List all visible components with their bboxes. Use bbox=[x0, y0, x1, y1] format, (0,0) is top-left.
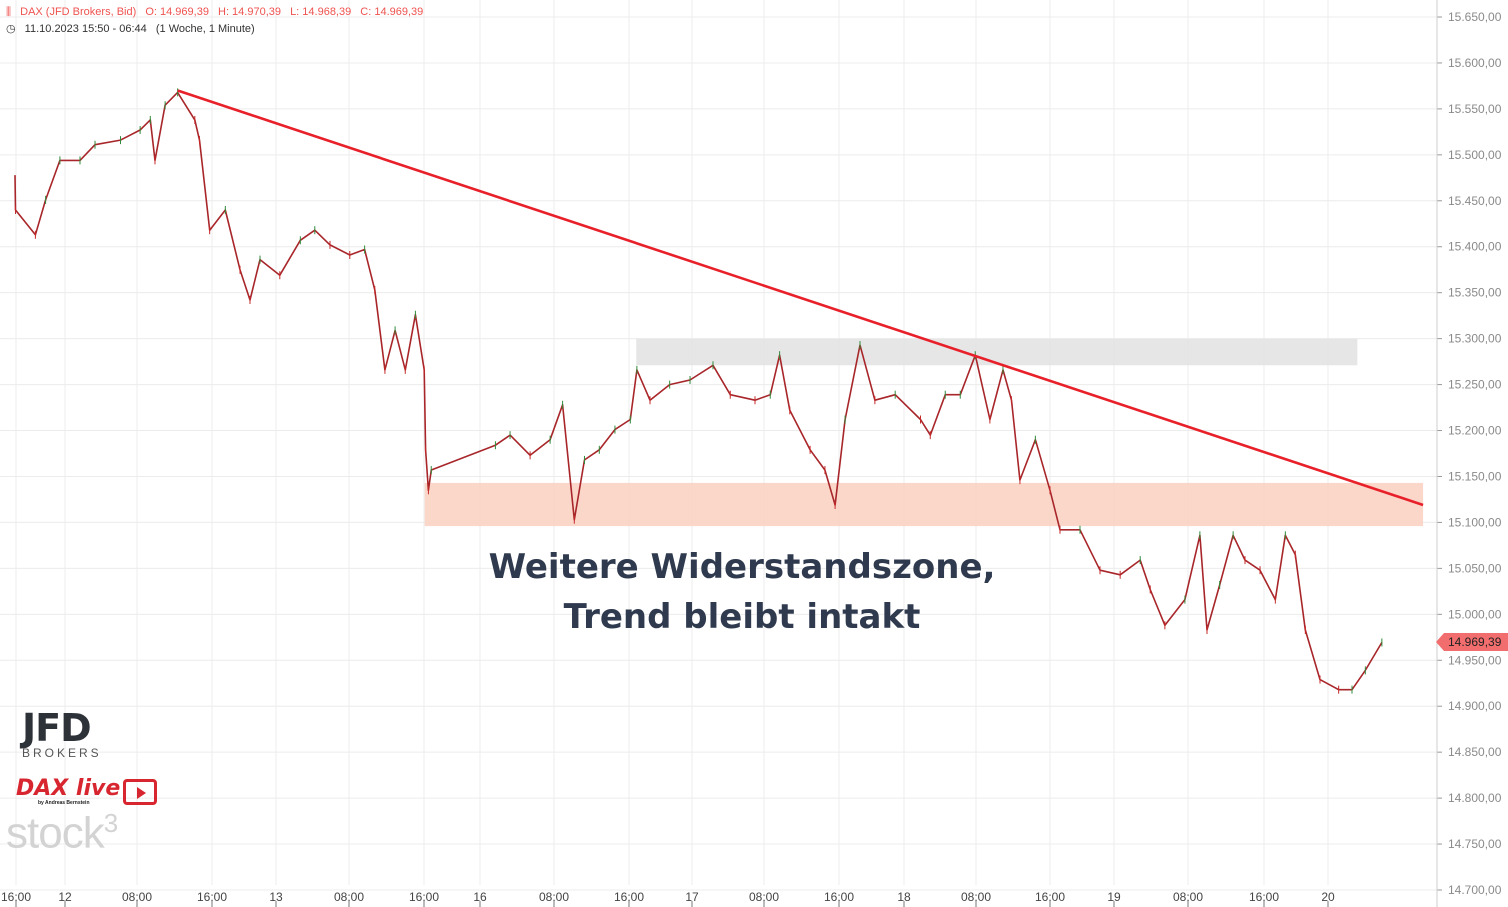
x-tick-label: 08:00 bbox=[334, 890, 364, 904]
candlestick-icon: ⫼ bbox=[6, 6, 12, 18]
dax-live-byline: by Andreas Bernstein bbox=[38, 800, 90, 806]
x-tick-label: 16 bbox=[473, 890, 487, 904]
jfd-logo: JFD bbox=[22, 706, 92, 750]
high-value: H: 14.970,39 bbox=[218, 6, 281, 18]
last-price-badge: 14.969,39 bbox=[1436, 633, 1508, 652]
y-tick-label: 15.050,00 bbox=[1448, 561, 1502, 575]
y-tick-label: 15.500,00 bbox=[1448, 148, 1502, 162]
resistance-zone bbox=[424, 482, 1424, 527]
annotation-line-1: Weitere Widerstandszone, bbox=[488, 547, 996, 587]
y-tick-label: 14.700,00 bbox=[1448, 883, 1502, 897]
x-tick-label: 16:00 bbox=[824, 890, 854, 904]
stock3-watermark: stock3 bbox=[6, 808, 119, 859]
y-tick-label: 15.400,00 bbox=[1448, 240, 1502, 254]
x-tick-label: 08:00 bbox=[539, 890, 569, 904]
chart-annotation: Weitere Widerstandszone, Trend bleibt in… bbox=[489, 542, 996, 642]
x-tick-label: 12 bbox=[58, 890, 72, 904]
y-tick-label: 15.300,00 bbox=[1448, 332, 1502, 346]
y-tick-label: 15.150,00 bbox=[1448, 469, 1502, 483]
x-tick-label: 08:00 bbox=[749, 890, 779, 904]
stock3-sup: 3 bbox=[103, 808, 119, 838]
x-tick-label: 16:00 bbox=[1249, 890, 1279, 904]
x-tick-label: 08:00 bbox=[961, 890, 991, 904]
x-tick-label: 20 bbox=[1321, 890, 1335, 904]
x-tick-label: 19 bbox=[1107, 890, 1121, 904]
x-tick-label: 16:00 bbox=[1035, 890, 1065, 904]
y-tick-label: 15.450,00 bbox=[1448, 194, 1502, 208]
y-tick-label: 15.200,00 bbox=[1448, 424, 1502, 438]
open-value: O: 14.969,39 bbox=[145, 6, 209, 18]
x-tick-label: 08:00 bbox=[1173, 890, 1203, 904]
instrument-name: DAX (JFD Brokers, Bid) bbox=[20, 6, 137, 18]
annotation-line-2: Trend bleibt intakt bbox=[563, 597, 921, 637]
y-tick-label: 15.650,00 bbox=[1448, 10, 1502, 24]
date-range: 11.10.2023 15:50 - 06:44 bbox=[24, 23, 147, 35]
price-series-line bbox=[14, 91, 1383, 691]
y-tick-label: 15.550,00 bbox=[1448, 102, 1502, 116]
x-tick-label: 16:00 bbox=[409, 890, 439, 904]
upper-zone bbox=[636, 338, 1358, 366]
x-tick-label: 16:00 bbox=[614, 890, 644, 904]
x-tick-label: 16:00 bbox=[1, 890, 31, 904]
y-tick-label: 15.600,00 bbox=[1448, 56, 1502, 70]
y-tick-label: 15.350,00 bbox=[1448, 286, 1502, 300]
play-icon bbox=[123, 779, 157, 805]
x-tick-label: 17 bbox=[685, 890, 699, 904]
x-tick-label: 13 bbox=[269, 890, 283, 904]
clock-icon: ◷ bbox=[6, 23, 16, 35]
jfd-brokers-text: BROKERS bbox=[22, 746, 102, 760]
range-header: ◷ 11.10.2023 15:50 - 06:44 (1 Woche, 1 M… bbox=[6, 22, 261, 35]
y-tick-label: 15.250,00 bbox=[1448, 378, 1502, 392]
y-tick-label: 14.750,00 bbox=[1448, 837, 1502, 851]
x-tick-label: 16:00 bbox=[197, 890, 227, 904]
stock3-text: stock bbox=[6, 808, 105, 858]
x-tick-label: 08:00 bbox=[122, 890, 152, 904]
trendline bbox=[177, 89, 1424, 507]
y-tick-label: 14.800,00 bbox=[1448, 791, 1502, 805]
dax-live-logo: DAX live bbox=[16, 776, 121, 801]
y-tick-label: 14.850,00 bbox=[1448, 745, 1502, 759]
low-value: L: 14.968,39 bbox=[290, 6, 352, 18]
y-tick-label: 14.900,00 bbox=[1448, 699, 1502, 713]
instrument-header: ⫼ DAX (JFD Brokers, Bid) O: 14.969,39 H:… bbox=[6, 6, 429, 19]
x-tick-label: 18 bbox=[897, 890, 911, 904]
period: (1 Woche, 1 Minute) bbox=[155, 23, 255, 35]
y-tick-label: 15.000,00 bbox=[1448, 607, 1502, 621]
y-tick-label: 15.100,00 bbox=[1448, 515, 1502, 529]
y-tick-label: 14.950,00 bbox=[1448, 653, 1502, 667]
close-value: C: 14.969,39 bbox=[360, 6, 424, 18]
